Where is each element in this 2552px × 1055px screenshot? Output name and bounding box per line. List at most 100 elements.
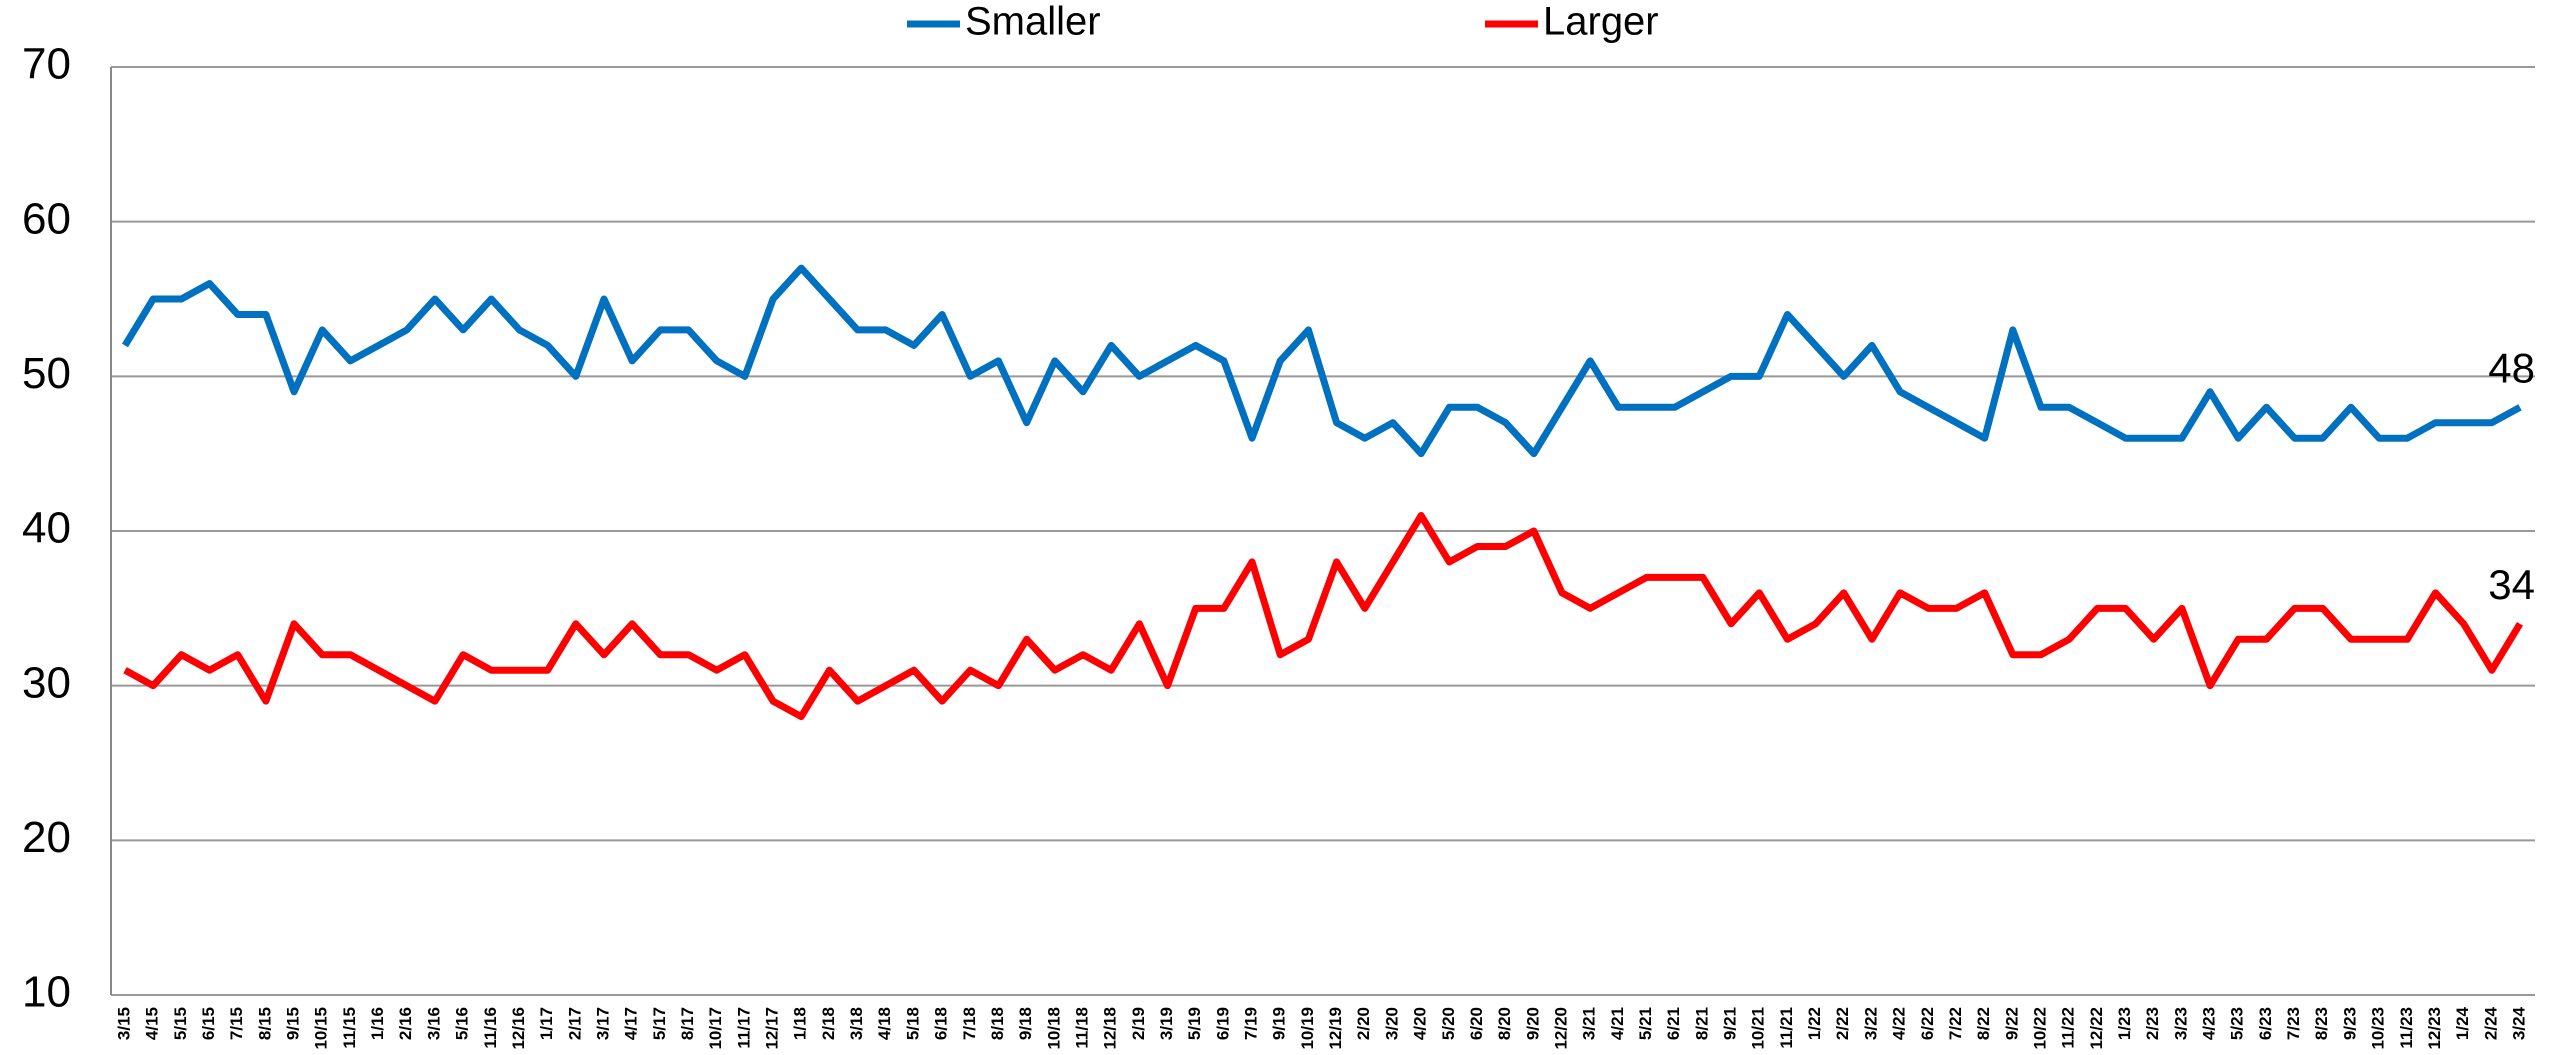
x-tick-label: 5/19	[1185, 1007, 1204, 1040]
x-tick-label: 6/15	[199, 1007, 218, 1040]
x-tick-label: 11/16	[481, 1007, 500, 1049]
x-tick-label: 11/21	[1777, 1007, 1796, 1049]
x-tick-label: 12/16	[509, 1007, 528, 1050]
x-tick-label: 11/17	[734, 1007, 753, 1049]
x-tick-label: 10/23	[2369, 1007, 2388, 1050]
x-tick-label: 6/21	[1664, 1007, 1683, 1040]
x-tick-label: 8/17	[678, 1007, 697, 1040]
x-tick-label: 6/20	[1467, 1007, 1486, 1040]
x-tick-label: 5/18	[903, 1007, 922, 1040]
x-tick-label: 4/22	[1890, 1007, 1909, 1040]
x-tick-label: 3/16	[424, 1007, 443, 1040]
x-tick-label: 8/21	[1692, 1007, 1711, 1040]
x-tick-label: 8/15	[255, 1007, 274, 1040]
x-tick-label: 1/24	[2453, 1006, 2472, 1040]
y-tick-label: 40	[22, 504, 71, 553]
x-tick-label: 10/19	[1298, 1007, 1317, 1050]
x-tick-label: 12/17	[763, 1007, 782, 1050]
x-tick-label: 9/23	[2340, 1007, 2359, 1040]
x-tick-label: 4/18	[875, 1007, 894, 1040]
x-tick-label: 11/22	[2059, 1007, 2078, 1049]
x-tick-label: 10/21	[1749, 1007, 1768, 1050]
x-tick-label: 12/22	[2087, 1007, 2106, 1050]
series-line	[122, 264, 2522, 458]
x-tick-label: 7/22	[1946, 1007, 1965, 1040]
x-tick-label: 5/20	[1439, 1007, 1458, 1040]
x-tick-label: 1/18	[791, 1007, 810, 1040]
x-tick-label: 9/15	[284, 1007, 303, 1040]
x-tick-label: 12/20	[1551, 1007, 1570, 1050]
x-tick-label: 1/23	[2115, 1007, 2134, 1040]
x-tick-label: 8/18	[988, 1007, 1007, 1040]
legend-label: Smaller	[965, 0, 1101, 44]
x-tick-label: 8/23	[2312, 1007, 2331, 1040]
x-tick-label: 2/18	[819, 1007, 838, 1040]
x-tick-label: 5/16	[453, 1007, 472, 1040]
x-tick-label: 7/23	[2284, 1007, 2303, 1040]
x-tick-label: 9/21	[1721, 1007, 1740, 1040]
x-tick-label: 4/15	[143, 1007, 162, 1040]
x-tick-label: 2/16	[396, 1007, 415, 1040]
x-tick-label: 3/24	[2509, 1006, 2528, 1040]
x-tick-label: 8/20	[1495, 1007, 1514, 1040]
x-tick-label: 10/18	[1044, 1007, 1063, 1050]
x-tick-label: 4/17	[622, 1007, 641, 1040]
x-tick-label: 9/18	[1016, 1007, 1035, 1040]
x-tick-label: 7/15	[227, 1007, 246, 1040]
x-tick-label: 3/21	[1580, 1007, 1599, 1040]
end-label: 34	[2488, 561, 2535, 608]
x-tick-label: 3/19	[1157, 1007, 1176, 1040]
series-line	[123, 512, 2523, 721]
x-tick-label: 6/18	[932, 1007, 951, 1040]
x-tick-label: 5/15	[171, 1007, 190, 1040]
x-tick-label: 10/17	[706, 1007, 725, 1050]
x-tick-label: 5/23	[2228, 1007, 2247, 1040]
x-tick-label: 3/15	[114, 1007, 133, 1040]
x-tick-label: 3/20	[1382, 1007, 1401, 1040]
x-tick-label: 12/19	[1326, 1007, 1345, 1050]
x-tick-label: 9/19	[1270, 1007, 1289, 1040]
x-tick-label: 11/15	[340, 1007, 359, 1049]
x-tick-label: 5/17	[650, 1007, 669, 1040]
y-tick-label: 50	[22, 349, 71, 398]
x-tick-label: 2/17	[565, 1007, 584, 1040]
x-tick-label: 2/24	[2481, 1006, 2500, 1040]
y-tick-label: 30	[22, 658, 71, 707]
x-tick-label: 3/18	[847, 1007, 866, 1040]
x-tick-label: 12/23	[2425, 1007, 2444, 1050]
x-tick-label: 4/23	[2200, 1007, 2219, 1040]
x-tick-label: 2/20	[1354, 1007, 1373, 1040]
x-tick-label: 3/17	[593, 1007, 612, 1040]
x-tick-label: 12/18	[1101, 1007, 1120, 1050]
y-tick-label: 10	[22, 968, 71, 1017]
x-tick-label: 6/19	[1213, 1007, 1232, 1040]
end-label: 48	[2488, 344, 2535, 391]
x-tick-label: 7/18	[960, 1007, 979, 1040]
x-tick-label: 2/22	[1833, 1007, 1852, 1040]
y-tick-label: 20	[22, 813, 71, 862]
x-tick-label: 3/23	[2171, 1007, 2190, 1040]
x-tick-label: 8/22	[1974, 1007, 1993, 1040]
x-tick-label: 9/20	[1523, 1007, 1542, 1040]
x-tick-label: 10/22	[2030, 1007, 2049, 1050]
legend-label: Larger	[1543, 0, 1659, 44]
x-tick-label: 6/22	[1918, 1007, 1937, 1040]
x-tick-label: 4/20	[1411, 1007, 1430, 1040]
x-tick-label: 9/22	[2002, 1007, 2021, 1040]
x-tick-label: 5/21	[1636, 1007, 1655, 1040]
x-tick-label: 1/17	[537, 1007, 556, 1040]
x-tick-label: 11/23	[2397, 1007, 2416, 1049]
x-tick-label: 1/22	[1805, 1007, 1824, 1040]
x-tick-label: 4/21	[1608, 1007, 1627, 1040]
y-tick-label: 60	[22, 194, 71, 243]
x-tick-label: 3/22	[1861, 1007, 1880, 1040]
x-tick-label: 2/23	[2143, 1007, 2162, 1040]
x-tick-label: 10/15	[312, 1007, 331, 1050]
y-tick-label: 70	[22, 40, 71, 89]
x-tick-label: 7/19	[1242, 1007, 1261, 1040]
x-tick-label: 6/23	[2256, 1007, 2275, 1040]
x-tick-label: 2/19	[1129, 1007, 1148, 1040]
x-tick-label: 11/18	[1072, 1007, 1091, 1049]
x-tick-label: 1/16	[368, 1007, 387, 1040]
